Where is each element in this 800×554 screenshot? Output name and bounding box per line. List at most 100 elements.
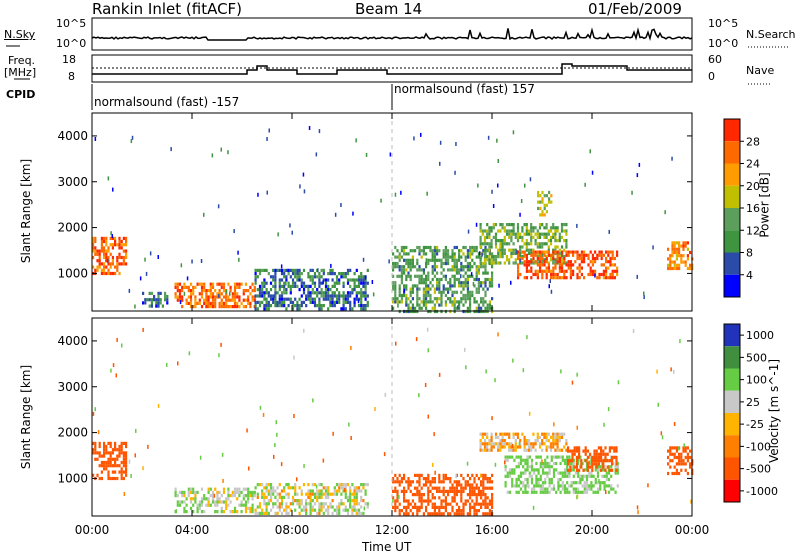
echo-cell <box>484 473 487 477</box>
echo-cell <box>280 505 284 509</box>
echo-cell <box>497 261 500 265</box>
echo-cell <box>486 248 489 252</box>
echo-cell <box>291 499 295 503</box>
echo-cell <box>98 265 101 269</box>
echo-cell <box>128 288 131 293</box>
echo-cell <box>471 493 474 497</box>
echo-cell <box>200 282 204 286</box>
echo-cell <box>400 489 403 493</box>
echo-cell <box>442 512 445 516</box>
echo-cell <box>689 263 692 267</box>
echo-cell <box>556 253 559 257</box>
echo-cell <box>521 255 524 259</box>
echo-cell <box>183 490 186 494</box>
echo-cell <box>276 492 279 496</box>
echo-cell <box>205 298 208 302</box>
echo-cell <box>519 258 521 263</box>
echo-cell <box>322 304 325 308</box>
echo-cell <box>411 287 414 291</box>
echo-cell <box>121 343 123 348</box>
echo-cell <box>392 252 395 256</box>
echo-cell <box>527 445 531 449</box>
echo-cell <box>671 250 674 255</box>
echo-cell <box>479 445 482 449</box>
echo-cell <box>559 484 562 488</box>
echo-cell <box>327 511 330 515</box>
echo-cell <box>407 271 410 275</box>
echo-cell <box>220 147 222 152</box>
echo-cell <box>678 244 681 248</box>
echo-cell <box>585 484 589 488</box>
echo-cell <box>357 304 361 308</box>
echo-cell <box>289 291 292 295</box>
echo-cell <box>409 268 412 272</box>
echo-cell <box>285 278 288 282</box>
echo-cell <box>205 289 208 293</box>
echo-cell <box>490 239 493 243</box>
echo-cell <box>631 190 633 195</box>
echo-cell <box>569 272 572 277</box>
echo-cell <box>405 258 408 262</box>
echo-cell <box>543 253 546 257</box>
colorbar-swatch <box>724 274 740 297</box>
echo-cell <box>116 464 119 468</box>
echo-cell <box>214 295 217 299</box>
echo-cell <box>394 293 397 298</box>
echo-cell <box>103 444 106 449</box>
echo-cell <box>111 451 114 455</box>
echo-cell <box>278 508 281 512</box>
echo-cell <box>484 265 487 269</box>
echo-cell <box>207 295 210 299</box>
echo-cell <box>550 272 553 277</box>
echo-cell <box>494 245 498 249</box>
echo-cell <box>444 499 447 503</box>
echo-cell <box>612 487 615 491</box>
echo-cell <box>484 245 487 250</box>
echo-cell <box>530 232 533 236</box>
echo-cell <box>552 432 555 436</box>
echo-cell <box>238 285 241 289</box>
echo-cell <box>431 496 434 500</box>
echo-cell <box>569 465 572 469</box>
echo-cell <box>316 499 319 503</box>
echo-cell <box>444 245 447 250</box>
echo-cell <box>274 495 277 499</box>
echo-cell <box>114 236 117 240</box>
echo-cell <box>491 486 494 490</box>
echo-cell <box>220 342 222 347</box>
echo-cell <box>458 480 461 484</box>
echo-cell <box>394 261 397 266</box>
echo-cell <box>267 499 270 503</box>
echo-cell <box>523 263 526 267</box>
echo-cell <box>523 242 526 246</box>
echo-cell <box>309 268 312 272</box>
echo-cell <box>120 467 123 471</box>
echo-cell <box>287 483 290 487</box>
echo-cell <box>563 272 566 277</box>
echo-cell <box>227 497 230 501</box>
echo-cell <box>364 483 367 487</box>
echo-cell <box>607 471 611 475</box>
echo-cell <box>563 248 566 252</box>
echo-cell <box>416 505 419 509</box>
echo-cell <box>287 486 290 490</box>
echo-cell <box>265 268 268 272</box>
echo-cell <box>511 477 514 482</box>
echo-cell <box>425 300 428 304</box>
echo-cell <box>660 431 663 436</box>
echo-cell <box>353 492 356 496</box>
echo-cell <box>157 294 160 299</box>
echo-cell <box>588 484 591 488</box>
nave-label: Nave <box>746 64 775 77</box>
echo-cell <box>505 242 509 246</box>
echo-cell <box>100 249 103 253</box>
echo-cell <box>482 480 485 484</box>
echo-cell <box>196 506 199 510</box>
echo-cell <box>320 294 323 298</box>
echo-cell <box>449 300 452 304</box>
echo-cell <box>525 253 528 257</box>
echo-cell <box>427 477 430 481</box>
echo-cell <box>593 449 596 453</box>
echo-cell <box>482 287 485 291</box>
echo-cell <box>155 304 158 308</box>
